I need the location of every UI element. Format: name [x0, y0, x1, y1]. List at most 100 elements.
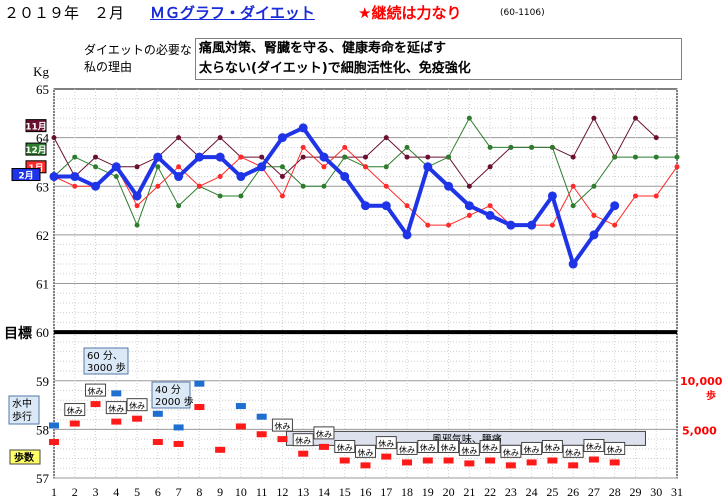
series-point [280, 174, 285, 179]
steps-marker [111, 419, 121, 425]
series-point [506, 221, 515, 230]
series-point [176, 203, 181, 208]
goal-label: 目標 [4, 325, 32, 342]
series-point [216, 153, 225, 162]
series-point [301, 184, 306, 189]
series-point [135, 164, 140, 169]
swim-marker [174, 424, 184, 430]
steps-marker [464, 460, 474, 466]
series-point [52, 135, 57, 140]
steps-marker [402, 459, 412, 465]
series-point [153, 153, 162, 162]
x-tick-label: 18 [401, 485, 413, 499]
series-point [467, 213, 472, 218]
rest-label: 休み [441, 442, 457, 452]
series-point [218, 174, 223, 179]
series-point [197, 184, 202, 189]
series-point [91, 182, 100, 191]
y-tick-label: 59 [36, 374, 49, 389]
series-point [675, 155, 680, 160]
x-tick-label: 11 [256, 485, 268, 499]
series-point [405, 145, 410, 150]
series-point [218, 135, 223, 140]
series-point [569, 260, 578, 269]
rest-label: 休み [565, 447, 581, 457]
series-point [363, 155, 368, 160]
series-tag-label: 2月 [18, 171, 33, 182]
series-point [550, 223, 555, 228]
series-point [114, 174, 119, 179]
series-point [591, 213, 596, 218]
swim-marker [153, 411, 163, 417]
x-tick-label: 19 [422, 485, 434, 499]
series-point [633, 116, 638, 121]
steps-marker [444, 457, 454, 463]
series-point [654, 135, 659, 140]
steps-marker [277, 436, 287, 442]
series-point [488, 145, 493, 150]
y-tick-label: 58 [36, 422, 49, 437]
steps-marker [547, 457, 557, 463]
rest-label: 休み [461, 445, 477, 455]
series-point [527, 221, 536, 230]
rest-label: 休み [295, 436, 311, 446]
series-point [361, 201, 370, 210]
x-tick-label: 16 [360, 485, 372, 499]
swim-label: 歩行 [12, 410, 32, 423]
steps-marker [423, 457, 433, 463]
rest-label: 休み [586, 442, 602, 452]
series-point [548, 191, 557, 200]
steps-marker [527, 459, 537, 465]
series-point [529, 145, 534, 150]
series-point [446, 155, 451, 160]
series-point [299, 123, 308, 132]
series-point [384, 164, 389, 169]
series-point [319, 153, 328, 162]
x-tick-label: 27 [588, 485, 600, 499]
x-tick-label: 25 [546, 485, 558, 499]
series-point [342, 155, 347, 160]
x-tick-label: 9 [217, 485, 223, 499]
series-point [612, 155, 617, 160]
rest-label: 休み [607, 444, 623, 454]
x-tick-label: 22 [484, 485, 496, 499]
swim-marker [257, 414, 267, 420]
series-point [384, 135, 389, 140]
x-tick-label: 10 [235, 485, 247, 499]
series-point [654, 193, 659, 198]
series-point [176, 164, 181, 169]
steps-marker [91, 401, 101, 407]
rest-label: 休み [358, 447, 374, 457]
series-point [155, 184, 160, 189]
rest-label: 休み [316, 429, 332, 439]
rest-label: 休み [420, 442, 436, 452]
rest-label: 休み [399, 444, 415, 454]
series-point [405, 203, 410, 208]
series-point [488, 164, 493, 169]
steps-marker [70, 421, 80, 427]
series-point [446, 223, 451, 228]
y-axis-label: Kg [33, 64, 49, 79]
series-point [301, 145, 306, 150]
x-tick-label: 1 [51, 485, 57, 499]
rest-label: 休み [378, 439, 394, 449]
series-point [467, 116, 472, 121]
steps-marker [319, 444, 329, 450]
series-point [382, 201, 391, 210]
rest-label: 休み [274, 421, 290, 431]
series-point [259, 155, 264, 160]
x-tick-label: 28 [609, 485, 621, 499]
rest-label: 休み [108, 404, 124, 414]
steps-marker [153, 439, 163, 445]
series-point [236, 172, 245, 181]
x-tick-label: 29 [629, 485, 641, 499]
steps-marker [49, 439, 59, 445]
series-point [112, 162, 121, 171]
series-tag-label: 11月 [25, 122, 47, 133]
swim-marker [194, 381, 204, 387]
series-point [633, 193, 638, 198]
series-point [654, 155, 659, 160]
x-tick-label: 5 [134, 485, 140, 499]
note-text: 60 分、 [87, 350, 123, 362]
